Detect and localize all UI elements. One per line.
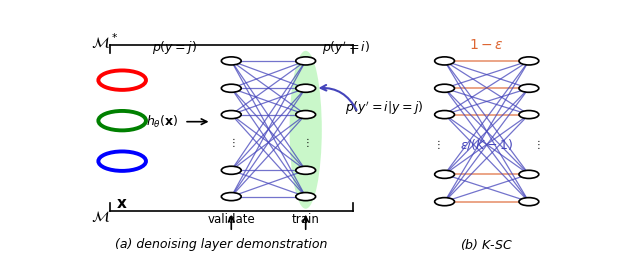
Circle shape xyxy=(221,166,241,174)
Circle shape xyxy=(221,110,241,119)
Circle shape xyxy=(99,151,146,171)
Text: $\mathbf{x}$: $\mathbf{x}$ xyxy=(116,196,128,211)
Circle shape xyxy=(221,84,241,92)
Text: $\vdots$: $\vdots$ xyxy=(302,136,309,149)
Text: $\mathcal{M}$: $\mathcal{M}$ xyxy=(91,209,110,224)
Circle shape xyxy=(519,198,539,206)
Circle shape xyxy=(435,198,454,206)
Text: $p(y=j)$: $p(y=j)$ xyxy=(152,39,196,56)
Circle shape xyxy=(519,110,539,119)
Text: $p(y'=i)$: $p(y'=i)$ xyxy=(322,39,371,57)
Text: $\vdots$: $\vdots$ xyxy=(433,138,441,151)
Circle shape xyxy=(221,57,241,65)
Circle shape xyxy=(221,193,241,201)
Text: $\varepsilon/(K-1)$: $\varepsilon/(K-1)$ xyxy=(460,138,513,153)
Circle shape xyxy=(296,84,316,92)
Circle shape xyxy=(99,111,146,130)
Circle shape xyxy=(435,110,454,119)
Text: $p(y'=i|y=j)$: $p(y'=i|y=j)$ xyxy=(346,100,424,117)
Text: $\vdots$: $\vdots$ xyxy=(532,138,540,151)
Circle shape xyxy=(435,170,454,178)
Ellipse shape xyxy=(289,51,322,209)
Circle shape xyxy=(296,110,316,119)
Circle shape xyxy=(519,57,539,65)
Text: $h_{\theta}(\mathbf{x})$: $h_{\theta}(\mathbf{x})$ xyxy=(146,114,178,130)
Circle shape xyxy=(99,70,146,90)
Circle shape xyxy=(296,193,316,201)
Text: validate: validate xyxy=(207,213,255,226)
Text: $\mathcal{M}^*$: $\mathcal{M}^*$ xyxy=(91,31,118,50)
Text: train: train xyxy=(292,213,319,226)
Circle shape xyxy=(519,170,539,178)
Text: (a) denoising layer demonstration: (a) denoising layer demonstration xyxy=(115,238,328,251)
Text: $1-\varepsilon$: $1-\varepsilon$ xyxy=(469,38,504,52)
Text: (b) $K$-SC: (b) $K$-SC xyxy=(460,237,513,252)
Text: $\vdots$: $\vdots$ xyxy=(228,136,235,149)
Circle shape xyxy=(519,84,539,92)
Circle shape xyxy=(296,166,316,174)
Circle shape xyxy=(435,57,454,65)
Circle shape xyxy=(296,57,316,65)
Circle shape xyxy=(435,84,454,92)
